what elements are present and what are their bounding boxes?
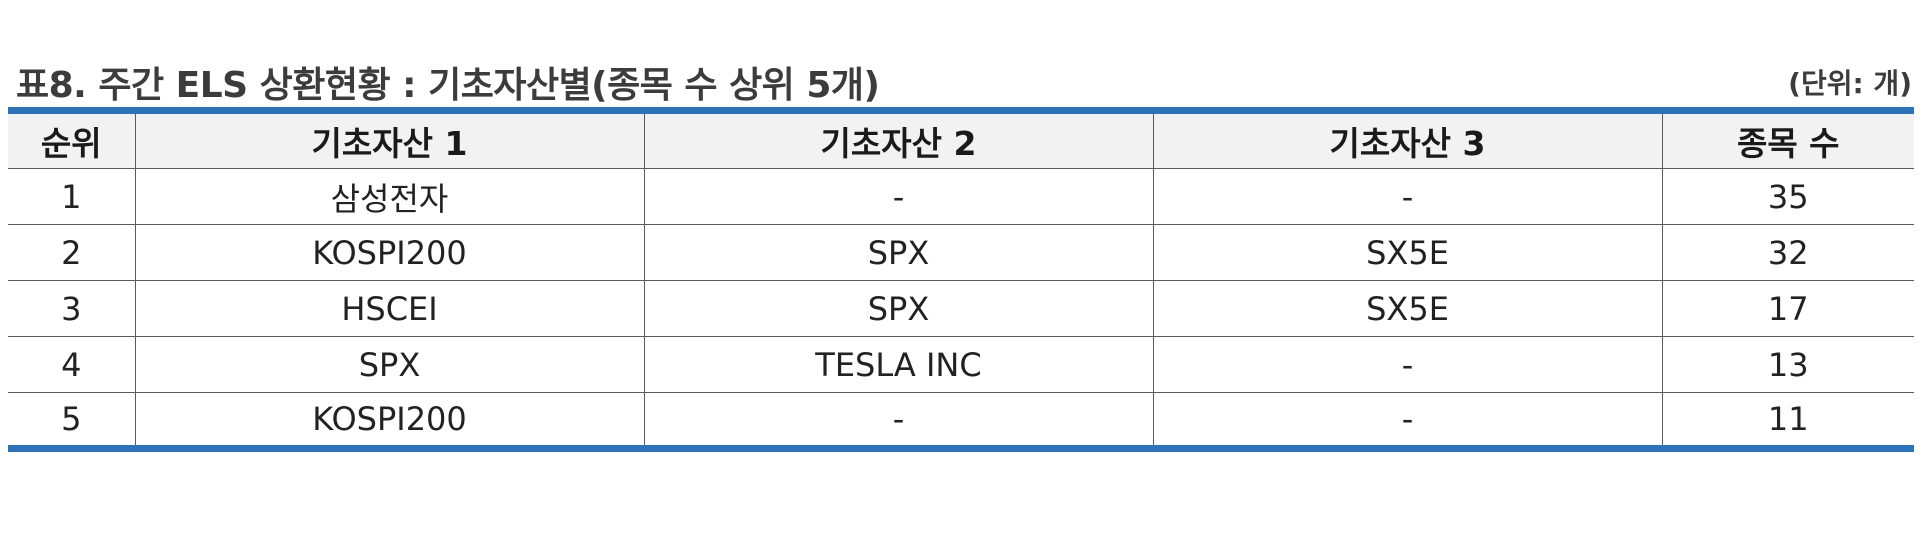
- cell-underlying-2: TESLA INC: [643, 336, 1154, 393]
- header-underlying-1: 기초자산 1: [134, 110, 645, 169]
- header-count: 종목 수: [1661, 110, 1914, 169]
- table-row: 4 SPX TESLA INC - 13: [8, 336, 1914, 393]
- header-underlying-2: 기초자산 2: [643, 110, 1154, 169]
- cell-underlying-3: -: [1152, 392, 1663, 449]
- cell-count: 11: [1661, 392, 1914, 449]
- cell-underlying-3: -: [1152, 168, 1663, 225]
- header-underlying-3: 기초자산 3: [1152, 110, 1663, 169]
- cell-underlying-3: -: [1152, 336, 1663, 393]
- redemption-table: 순위 기초자산 1 기초자산 2 기초자산 3 종목 수 1 삼성전자 - - …: [8, 107, 1914, 452]
- title-row: 표8. 주간 ELS 상환현황 : 기초자산별(종목 수 상위 5개) (단위:…: [16, 52, 1912, 106]
- table-row: 5 KOSPI200 - - 11: [8, 392, 1914, 449]
- table-row: 2 KOSPI200 SPX SX5E 32: [8, 224, 1914, 281]
- cell-count: 32: [1661, 224, 1914, 281]
- cell-count: 35: [1661, 168, 1914, 225]
- cell-rank: 2: [8, 224, 136, 281]
- cell-count: 13: [1661, 336, 1914, 393]
- table-row: 3 HSCEI SPX SX5E 17: [8, 280, 1914, 337]
- table-container: 순위 기초자산 1 기초자산 2 기초자산 3 종목 수 1 삼성전자 - - …: [8, 107, 1914, 452]
- cell-rank: 4: [8, 336, 136, 393]
- cell-underlying-1: KOSPI200: [134, 224, 645, 281]
- cell-rank: 5: [8, 392, 136, 449]
- cell-rank: 3: [8, 280, 136, 337]
- table-title: 표8. 주간 ELS 상환현황 : 기초자산별(종목 수 상위 5개): [16, 65, 880, 106]
- header-rank: 순위: [8, 110, 136, 169]
- cell-count: 17: [1661, 280, 1914, 337]
- cell-rank: 1: [8, 168, 136, 225]
- cell-underlying-1: SPX: [134, 336, 645, 393]
- unit-label: (단위: 개): [1788, 67, 1912, 100]
- cell-underlying-3: SX5E: [1152, 224, 1663, 281]
- cell-underlying-3: SX5E: [1152, 280, 1663, 337]
- cell-underlying-1: KOSPI200: [134, 392, 645, 449]
- cell-underlying-2: -: [643, 392, 1154, 449]
- table-row: 1 삼성전자 - - 35: [8, 168, 1914, 225]
- cell-underlying-2: -: [643, 168, 1154, 225]
- cell-underlying-1: HSCEI: [134, 280, 645, 337]
- cell-underlying-2: SPX: [643, 280, 1154, 337]
- header-row: 순위 기초자산 1 기초자산 2 기초자산 3 종목 수: [8, 110, 1914, 169]
- cell-underlying-2: SPX: [643, 224, 1154, 281]
- cell-underlying-1: 삼성전자: [134, 168, 645, 225]
